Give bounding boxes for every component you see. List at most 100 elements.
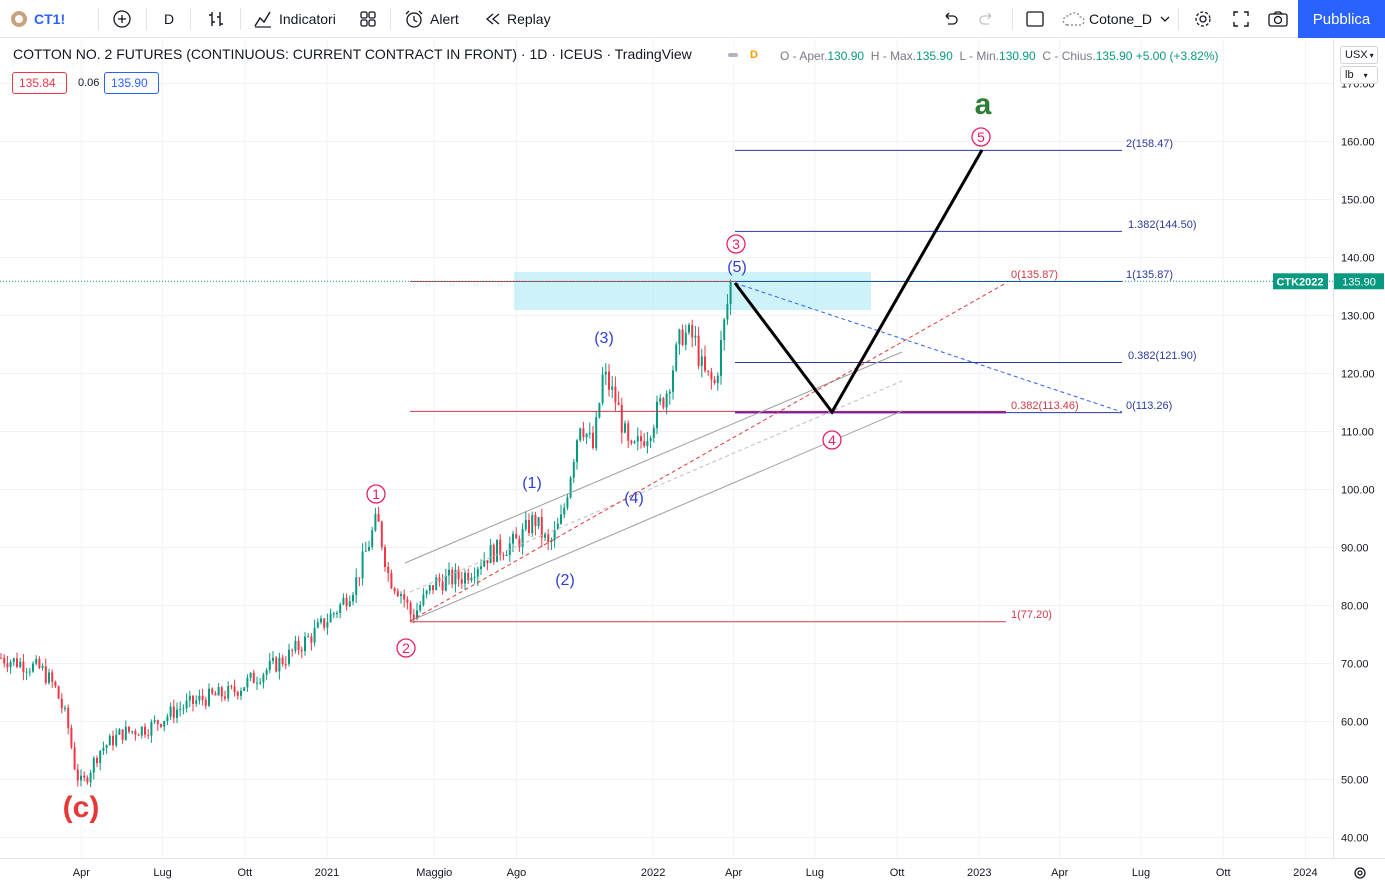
candle-body (502, 554, 505, 556)
candle-body (547, 534, 550, 543)
low-label: L - Min. (959, 49, 1000, 63)
candle-body (563, 507, 566, 515)
projection-path[interactable] (733, 149, 984, 415)
candle-body (342, 597, 345, 605)
fullscreen-button[interactable] (1231, 0, 1251, 38)
chart-type-button[interactable] (206, 0, 226, 38)
candle-body (105, 745, 108, 749)
candle-body (630, 440, 633, 443)
fullscreen-icon (1231, 9, 1251, 29)
layout-button[interactable] (1025, 0, 1045, 38)
indicators-button[interactable]: Indicatori (253, 0, 336, 38)
candle-body (582, 428, 585, 438)
last-symbol-label: CTK2022 (1276, 276, 1323, 288)
red-trend-line[interactable] (409, 282, 1007, 622)
candle-body (707, 370, 710, 372)
templates-button[interactable] (358, 0, 378, 38)
candle-body (153, 720, 156, 722)
candle-body (380, 521, 383, 548)
price-axis[interactable]: 40.00 50.00 60.00 70.00 80.00 90.00 100.00 110.… (1333, 39, 1385, 893)
candle-body (67, 707, 70, 728)
currency-select[interactable]: USX ▾ (1340, 46, 1378, 64)
channel-mid-line[interactable] (409, 380, 903, 593)
snapshot-button[interactable] (1267, 0, 1289, 38)
blue-trend-line[interactable] (734, 282, 1123, 413)
candle-body (608, 371, 610, 390)
channel-upper-line[interactable] (404, 351, 903, 564)
channel-lower-line[interactable] (409, 410, 903, 622)
candle-body (268, 660, 271, 671)
alert-button[interactable]: Alert (404, 0, 459, 38)
time-axis[interactable]: Apr Lug Ott 2021 Maggio Ago 2022 Apr Lug Ott 2023 A… (0, 858, 1385, 880)
sell-price-box[interactable]: 135.84 (12, 72, 67, 94)
candle-body (60, 698, 63, 709)
candle-body (377, 513, 380, 522)
candle-body (441, 581, 444, 591)
candle-body (22, 661, 25, 673)
wave-label-blue: (5) (727, 259, 747, 276)
candle-body (684, 332, 687, 345)
candle-body (716, 375, 719, 384)
replay-button[interactable]: Replay (483, 0, 551, 38)
resistance-zone-box[interactable] (514, 272, 871, 310)
candle-body (572, 461, 575, 478)
settings-button[interactable] (1193, 0, 1213, 38)
candle-body (41, 666, 44, 668)
candle-body (464, 572, 466, 584)
candle-body (428, 585, 431, 591)
candle-body (531, 514, 534, 534)
last-symbol-tag[interactable] (1273, 273, 1328, 290)
time-tick-label: Lug (153, 867, 171, 879)
unit-select[interactable]: lb ▾ (1340, 66, 1378, 84)
chart-settings-gear-icon[interactable] (1354, 867, 1366, 879)
candle-body (121, 729, 124, 740)
candle-body (521, 529, 524, 548)
symbol-search-button[interactable]: CT1! (10, 0, 65, 38)
price-chart[interactable]: 2(158.47) 1.382(144.50) 1(135.87) 0(135.87)… (0, 39, 1385, 893)
candle-body (470, 577, 473, 581)
candle-body (457, 569, 460, 580)
candle-body (598, 403, 601, 418)
candle-body (246, 677, 249, 688)
candle-body (620, 405, 623, 433)
unit-label: lb (1345, 69, 1354, 81)
high-label: H - Max. (870, 49, 917, 63)
price-tick-label: 60.00 (1341, 717, 1369, 729)
candle-body (681, 329, 684, 345)
price-tick-label: 120.00 (1341, 369, 1375, 381)
undo-icon (940, 9, 960, 29)
redo-button[interactable] (977, 0, 997, 38)
wave-label-circle (822, 430, 842, 450)
candle-body (76, 769, 79, 781)
drawings-layer: 2(158.47) 1.382(144.50) 1(135.87) 0(135.87)… (0, 138, 1333, 623)
candle-body (160, 724, 162, 727)
last-price-tag[interactable] (1334, 273, 1384, 290)
top-toolbar: CT1! D Indicatori Alert R (0, 0, 1385, 38)
interval-button[interactable]: D (164, 0, 174, 38)
open-value: 130.90 (827, 49, 865, 63)
time-tick-label: Apr (1051, 867, 1068, 879)
candle-body (352, 594, 354, 602)
undo-button[interactable] (940, 0, 960, 38)
compare-button[interactable] (112, 0, 132, 38)
candle-body (364, 550, 367, 552)
candle-body (272, 657, 274, 661)
candle-body (86, 777, 89, 783)
price-tick-label: 110.00 (1341, 427, 1374, 439)
candle-body (492, 545, 495, 562)
plus-circle-icon (112, 9, 132, 29)
chevron-down-icon: ▾ (1363, 70, 1368, 80)
candle-body (604, 371, 607, 375)
candle-body (313, 627, 316, 643)
layout-name-button[interactable]: Cotone_D (1060, 0, 1170, 38)
candle-body (108, 735, 111, 746)
candle-body (566, 497, 569, 508)
candle-body (537, 517, 540, 527)
candle-body (662, 398, 665, 408)
candle-body (304, 636, 306, 652)
last-price-value: 135.90 (1342, 276, 1376, 288)
publish-button[interactable]: Pubblica (1298, 0, 1385, 38)
buy-price-box[interactable]: 135.90 (104, 72, 159, 94)
candle-body (400, 594, 402, 597)
interval-label: D (164, 11, 175, 27)
